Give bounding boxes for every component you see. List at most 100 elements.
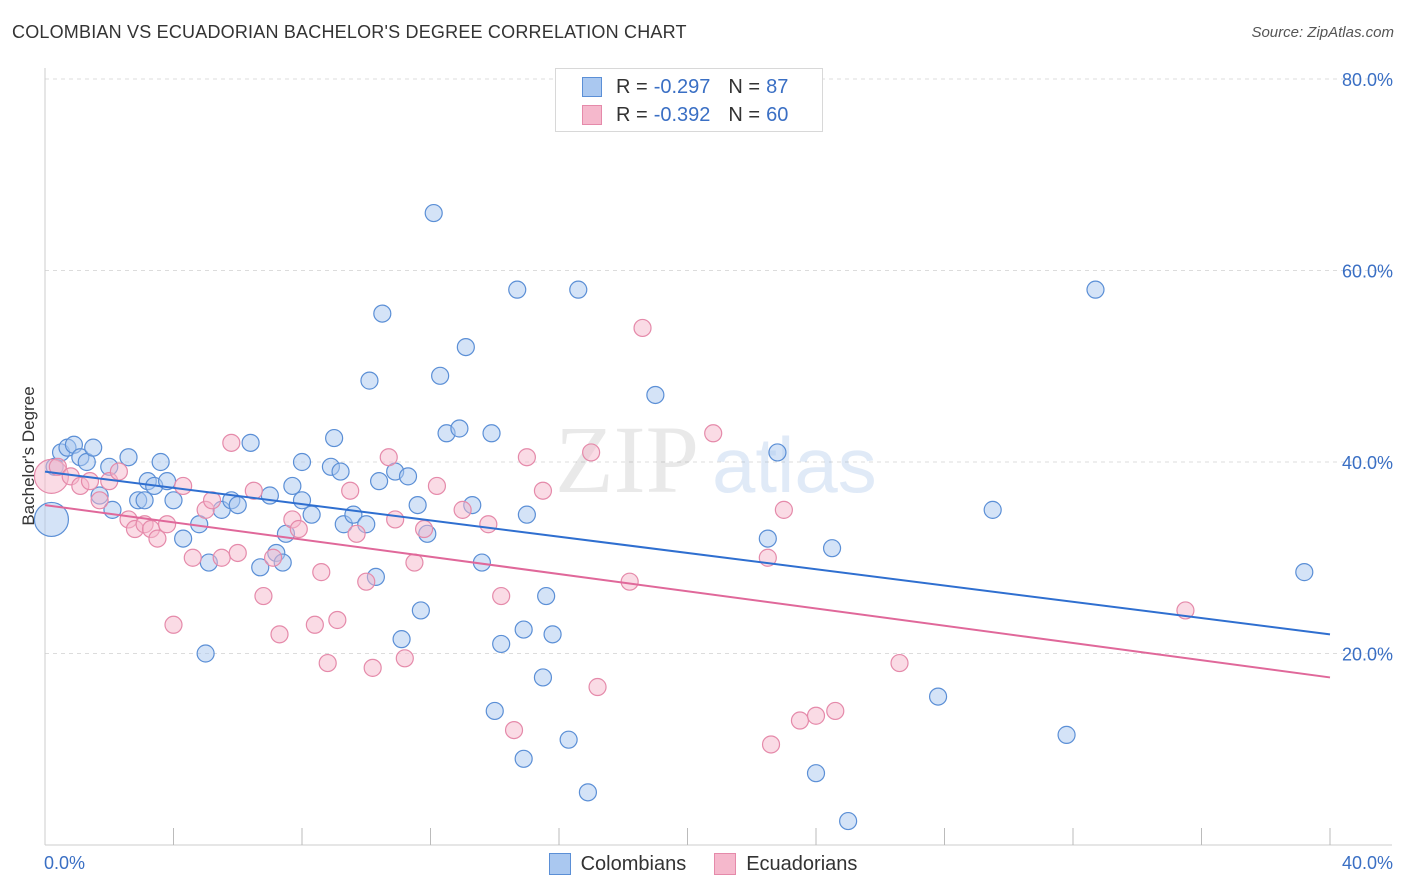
point-ecuadorians <box>244 481 263 500</box>
point-colombians <box>646 385 665 405</box>
point-ecuadorians <box>588 677 607 697</box>
point-colombians <box>411 601 430 620</box>
point-colombians <box>482 424 501 443</box>
point-colombians <box>174 529 193 548</box>
legend-r-label: R = <box>616 75 648 98</box>
point-ecuadorians <box>395 649 414 668</box>
point-ecuadorians <box>270 625 289 644</box>
point-colombians <box>392 630 411 649</box>
point-colombians <box>164 491 183 510</box>
point-ecuadorians <box>318 653 337 673</box>
point-colombians <box>373 304 392 323</box>
axes: 20.0% 40.0% 60.0% 80.0% 0.0% 40.0% <box>44 68 1393 873</box>
point-ecuadorians <box>479 515 498 534</box>
point-colombians <box>1295 563 1314 582</box>
point-ecuadorians <box>357 572 376 591</box>
point-ecuadorians <box>492 586 511 606</box>
point-colombians <box>578 783 598 802</box>
point-colombians <box>241 433 260 452</box>
point-colombians <box>508 280 527 299</box>
point-colombians <box>485 701 504 721</box>
legend-r-value-colombians: -0.297 <box>653 75 711 98</box>
point-ecuadorians <box>80 472 100 491</box>
point-colombians <box>431 366 450 385</box>
legend-item-ecuadorians[interactable]: Ecuadorians <box>714 853 857 876</box>
y-tick-label: 80.0% <box>1342 70 1393 90</box>
point-ecuadorians <box>48 457 67 476</box>
point-ecuadorians <box>254 586 273 606</box>
point-colombians <box>33 501 70 538</box>
point-colombians <box>533 668 553 687</box>
point-colombians <box>151 452 170 472</box>
series-legend: Colombians Ecuadorians <box>0 850 1406 878</box>
point-ecuadorians <box>157 515 177 534</box>
point-ecuadorians <box>806 706 826 725</box>
point-ecuadorians <box>379 448 398 467</box>
point-ecuadorians <box>620 572 639 591</box>
y-axis-label: Bachelor's Degree <box>19 386 38 525</box>
legend-r-label: R = <box>616 103 648 126</box>
point-colombians <box>514 749 533 768</box>
legend-r-value-ecuadorians: -0.392 <box>653 103 711 126</box>
point-colombians <box>450 419 469 438</box>
point-ecuadorians <box>826 701 845 721</box>
chart-title: COLOMBIAN VS ECUADORIAN BACHELOR'S DEGRE… <box>12 22 687 42</box>
data-points <box>33 203 1314 831</box>
correlation-legend: R = -0.297 N = 87 R = -0.392 N = 60 <box>555 68 823 132</box>
point-ecuadorians <box>427 476 447 496</box>
grid-lines <box>45 78 1392 654</box>
x-tick-label-min: 0.0% <box>44 853 85 873</box>
legend-item-colombians[interactable]: Colombians <box>548 852 687 876</box>
point-colombians <box>331 462 350 481</box>
point-colombians <box>1057 725 1076 744</box>
point-colombians <box>517 505 536 524</box>
point-ecuadorians <box>405 553 424 572</box>
point-colombians <box>806 764 826 783</box>
point-ecuadorians <box>305 615 324 634</box>
point-colombians <box>928 687 948 706</box>
point-colombians <box>84 438 103 457</box>
point-colombians <box>768 443 787 462</box>
point-colombians <box>302 505 321 524</box>
point-ecuadorians <box>363 658 382 677</box>
point-colombians <box>398 467 418 486</box>
point-colombians <box>135 491 154 510</box>
point-ecuadorians <box>212 548 231 567</box>
legend-label-ecuadorians: Ecuadorians <box>746 852 858 875</box>
point-colombians <box>119 448 138 467</box>
point-colombians <box>251 558 270 577</box>
point-ecuadorians <box>414 519 434 539</box>
point-colombians <box>408 495 427 515</box>
legend-swatch-blue <box>582 77 602 97</box>
point-colombians <box>839 811 858 831</box>
trend-line-colombians <box>44 470 1331 636</box>
point-ecuadorians <box>164 615 183 634</box>
point-ecuadorians <box>504 720 524 740</box>
point-ecuadorians <box>228 543 247 563</box>
point-ecuadorians <box>386 510 405 529</box>
legend-swatch-ecuadorians <box>714 853 737 875</box>
point-colombians <box>822 539 842 558</box>
point-colombians <box>424 203 443 223</box>
y-tick-label: 20.0% <box>1342 645 1393 665</box>
point-colombians <box>559 730 578 749</box>
legend-n-label: N = <box>728 103 761 126</box>
point-ecuadorians <box>222 433 241 452</box>
point-colombians <box>228 495 247 515</box>
watermark-atlas: atlas <box>712 421 877 509</box>
point-colombians <box>325 428 344 448</box>
point-ecuadorians <box>183 548 202 567</box>
legend-label-colombians: Colombians <box>580 852 687 875</box>
point-ecuadorians <box>633 318 652 338</box>
point-ecuadorians <box>109 462 128 481</box>
legend-n-value-colombians: 87 <box>766 75 789 98</box>
legend-swatch-colombians <box>548 853 571 875</box>
point-ecuadorians <box>790 711 810 730</box>
point-colombians <box>543 625 562 644</box>
point-colombians <box>283 476 302 496</box>
legend-n-value-ecuadorians: 60 <box>766 103 789 126</box>
point-ecuadorians <box>761 735 781 754</box>
point-ecuadorians <box>289 519 308 539</box>
point-ecuadorians <box>774 500 793 519</box>
